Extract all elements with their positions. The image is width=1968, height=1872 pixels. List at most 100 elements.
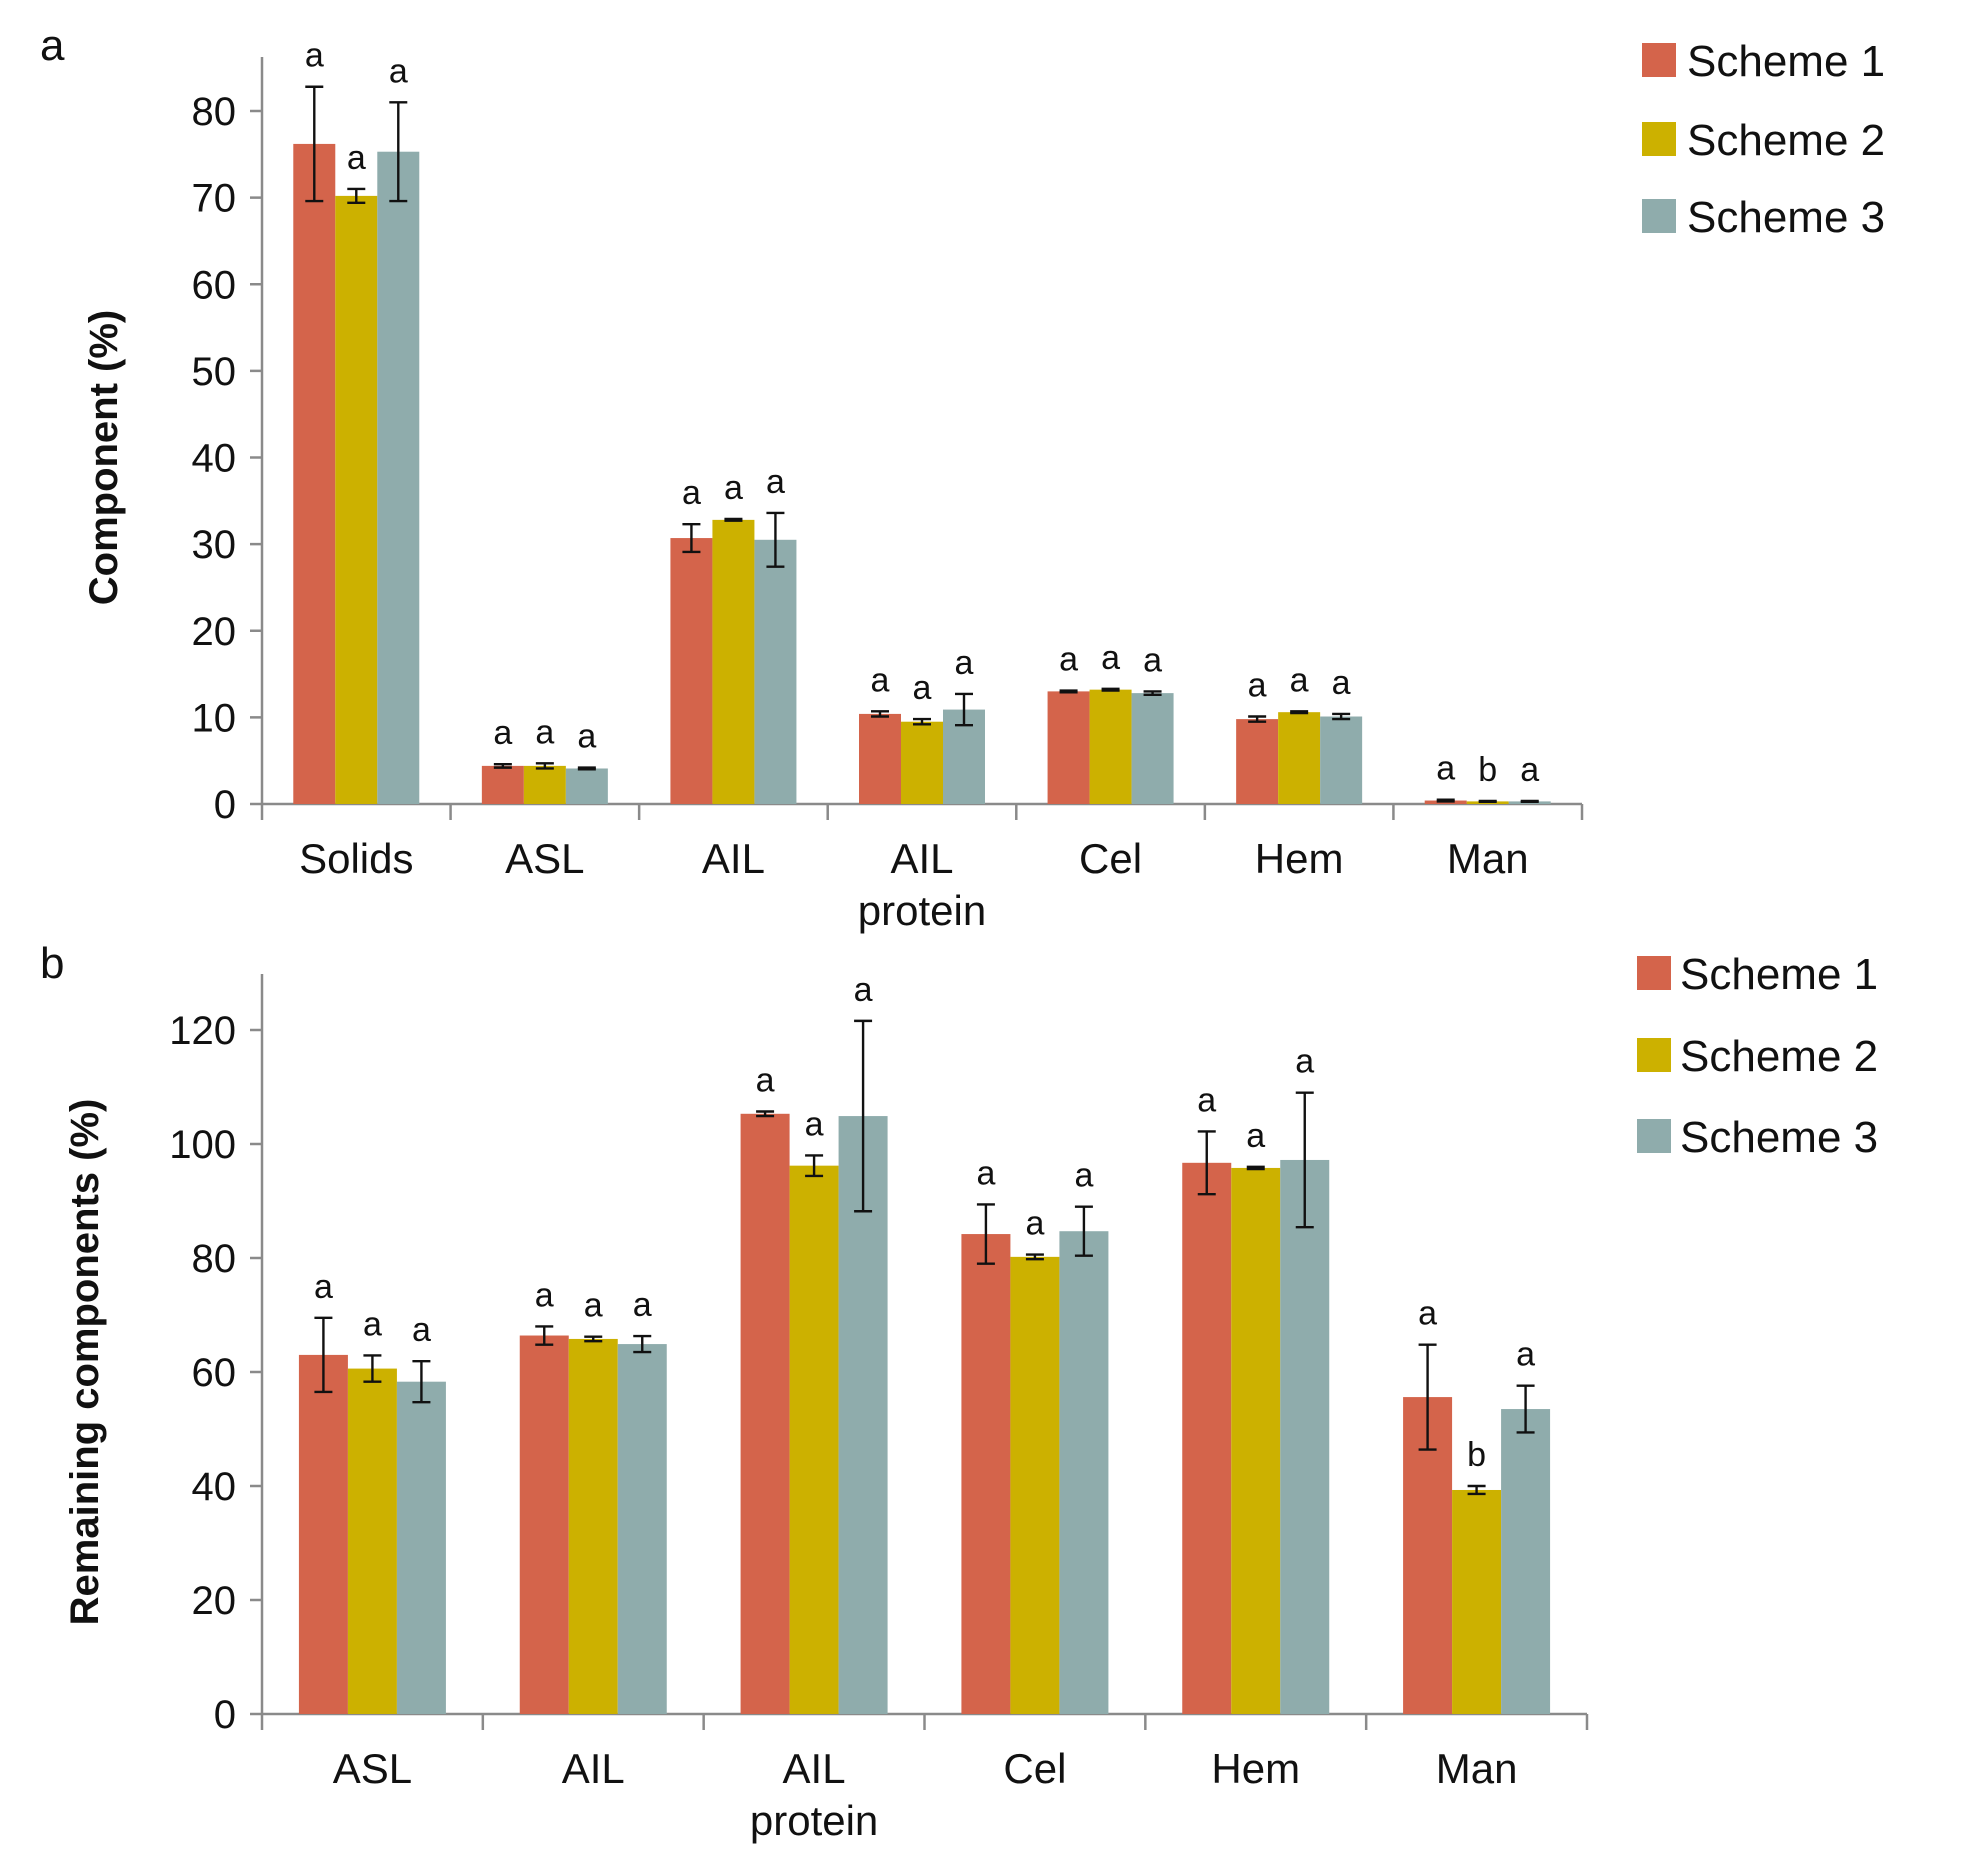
bar — [670, 538, 713, 804]
significance-label: a — [871, 661, 890, 699]
panel-a: a 0 10 20 30 40 50 60 70 80 Component (%) Solids ASL… — [40, 21, 1885, 934]
y-tick-label: 80 — [192, 1237, 237, 1281]
significance-label: a — [535, 713, 554, 751]
x-category-label: AIL — [562, 1745, 625, 1792]
bar — [519, 1335, 569, 1714]
bar — [754, 539, 797, 804]
bar — [1089, 689, 1132, 804]
significance-label: a — [1246, 1117, 1265, 1155]
significance-label: a — [363, 1305, 382, 1343]
significance-label: a — [913, 669, 932, 707]
bar — [298, 1354, 348, 1714]
x-category-label: protein — [750, 1797, 878, 1844]
y-tick-label: 40 — [192, 437, 237, 481]
y-tick-label: 50 — [192, 350, 237, 394]
significance-label: a — [584, 1287, 603, 1325]
bar — [523, 765, 566, 804]
y-tick-label: 0 — [214, 783, 236, 827]
significance-label: a — [854, 971, 873, 1009]
y-tick-label: 60 — [192, 263, 237, 307]
y-tick-label: 40 — [192, 1465, 237, 1509]
bar — [1501, 1409, 1551, 1714]
bar — [1231, 1167, 1281, 1714]
significance-label: a — [347, 139, 366, 177]
significance-label: a — [314, 1268, 333, 1306]
y-tick-label: 100 — [169, 1123, 236, 1167]
y-tick-label: 60 — [192, 1351, 237, 1395]
x-category-label: AIL — [890, 835, 953, 882]
bar — [1059, 1231, 1109, 1714]
significance-label: a — [766, 463, 785, 501]
bar — [901, 721, 943, 804]
significance-label: a — [633, 1286, 652, 1324]
legend-label: Scheme 2 — [1680, 1032, 1878, 1081]
legend-swatch — [1637, 1119, 1671, 1153]
bar — [1320, 716, 1363, 804]
bar — [293, 143, 336, 805]
bar — [481, 765, 524, 804]
bar — [1236, 719, 1279, 804]
significance-label: a — [724, 469, 743, 507]
significance-label: a — [1059, 641, 1078, 679]
x-category-label: Hem — [1211, 1745, 1300, 1792]
bar — [335, 195, 378, 804]
x-category-label: ASL — [333, 1745, 412, 1792]
bar — [1278, 712, 1321, 804]
bar — [1010, 1256, 1060, 1714]
significance-label: a — [1025, 1205, 1044, 1243]
legend-swatch — [1642, 122, 1676, 156]
significance-label: a — [1332, 664, 1351, 702]
y-axis-title: Component (%) — [82, 310, 126, 606]
significance-label: a — [1520, 751, 1539, 789]
bar — [1280, 1159, 1330, 1714]
significance-label: a — [1295, 1043, 1314, 1081]
bar — [396, 1381, 446, 1714]
significance-label: a — [1418, 1295, 1437, 1333]
significance-label: a — [1197, 1081, 1216, 1119]
significance-label: a — [412, 1311, 431, 1349]
y-tick-label: 30 — [192, 523, 237, 567]
bar — [838, 1116, 888, 1714]
legend-swatch — [1637, 956, 1671, 990]
legend-label: Scheme 1 — [1687, 37, 1885, 86]
x-category-label: Solids — [299, 835, 413, 882]
significance-label: a — [493, 714, 512, 752]
significance-label: a — [756, 1062, 775, 1100]
y-tick-label: 10 — [192, 696, 237, 740]
y-axis-title: Remaining components (%) — [63, 1099, 107, 1626]
x-category-label: Man — [1447, 835, 1529, 882]
panel-label: b — [40, 939, 64, 988]
x-category-label: protein — [858, 887, 986, 934]
y-tick-label: 70 — [192, 177, 237, 221]
x-category-label: Cel — [1079, 835, 1142, 882]
bar — [712, 519, 755, 804]
x-category-label: Cel — [1003, 1745, 1066, 1792]
significance-label: b — [1478, 751, 1497, 789]
significance-label: a — [1290, 661, 1309, 699]
significance-label: a — [305, 37, 324, 75]
significance-label: a — [1101, 639, 1120, 677]
bar — [565, 768, 608, 804]
y-tick-label: 20 — [192, 1579, 237, 1623]
legend-label: Scheme 3 — [1687, 193, 1885, 242]
x-category-label: ASL — [505, 835, 584, 882]
x-category-label: AIL — [783, 1745, 846, 1792]
legend-label: Scheme 2 — [1687, 116, 1885, 165]
legend-label: Scheme 3 — [1680, 1113, 1878, 1162]
significance-label: a — [389, 52, 408, 90]
x-category-label: AIL — [702, 835, 765, 882]
significance-label: b — [1467, 1436, 1486, 1474]
bar — [1131, 693, 1174, 804]
bar — [1182, 1162, 1232, 1714]
significance-label: a — [1248, 667, 1267, 705]
y-tick-label: 80 — [192, 90, 237, 134]
legend-swatch — [1642, 199, 1676, 233]
bar — [961, 1234, 1011, 1714]
x-category-label: Hem — [1255, 835, 1344, 882]
legend-swatch — [1642, 43, 1676, 77]
bar — [377, 151, 420, 804]
significance-label: a — [976, 1154, 995, 1192]
y-tick-label: 120 — [169, 1009, 236, 1053]
significance-label: a — [535, 1276, 554, 1314]
